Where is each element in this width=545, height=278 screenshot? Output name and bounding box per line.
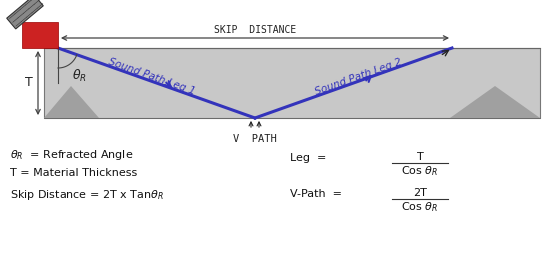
Text: V  PATH: V PATH	[233, 134, 277, 144]
Polygon shape	[22, 22, 58, 48]
Text: T: T	[25, 76, 33, 90]
Text: Sound Path Leg 1: Sound Path Leg 1	[107, 57, 196, 97]
Text: SKIP  DISTANCE: SKIP DISTANCE	[214, 25, 296, 35]
Text: Leg  =: Leg =	[290, 153, 326, 163]
Polygon shape	[7, 0, 43, 29]
Text: Cos $\theta_R$: Cos $\theta_R$	[401, 164, 439, 178]
Bar	[44, 48, 540, 118]
Text: Cos $\theta_R$: Cos $\theta_R$	[401, 200, 439, 214]
Text: Skip Distance = 2T x Tan$\theta_R$: Skip Distance = 2T x Tan$\theta_R$	[10, 188, 164, 202]
Text: T = Material Thickness: T = Material Thickness	[10, 168, 137, 178]
Text: 2T: 2T	[413, 188, 427, 198]
Text: $\theta_R$: $\theta_R$	[72, 68, 87, 84]
Polygon shape	[450, 86, 540, 118]
Text: Sound Path Leg 2: Sound Path Leg 2	[314, 57, 403, 97]
Text: V-Path  =: V-Path =	[290, 189, 342, 199]
Text: $\theta_R$  = Refracted Angle: $\theta_R$ = Refracted Angle	[10, 148, 134, 162]
Polygon shape	[44, 86, 99, 118]
Text: T: T	[416, 152, 423, 162]
